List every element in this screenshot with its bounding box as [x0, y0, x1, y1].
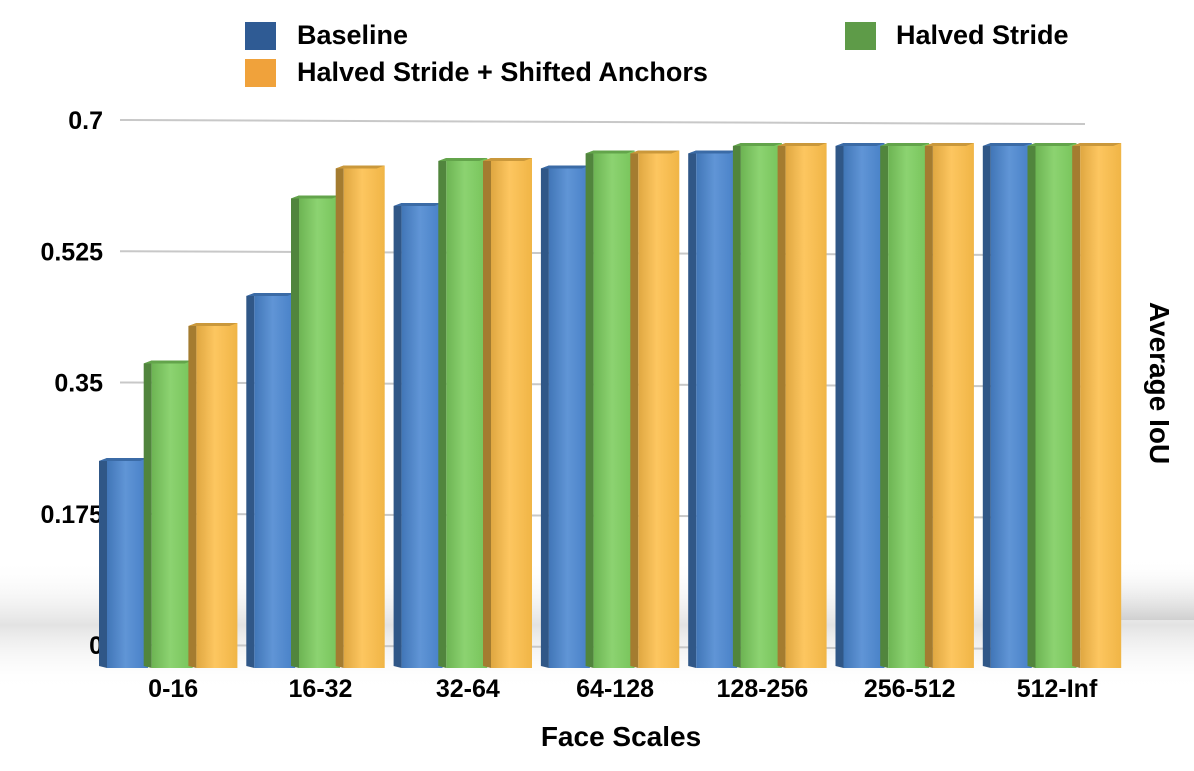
bar-halved-stride-shifted-anchors-64-128 — [630, 150, 680, 668]
x-tick-label: 0-16 — [148, 675, 198, 703]
legend-item-halved-stride: Halved Stride — [845, 20, 1069, 50]
gridline — [119, 119, 1086, 125]
legend-swatch — [245, 22, 276, 50]
bar-halved-stride-shifted-anchors-128-256 — [777, 143, 827, 668]
y-axis-title: Average IoU — [1144, 302, 1175, 464]
y-tick-label: 0.525 — [40, 238, 103, 266]
bar-halved-stride-shifted-anchors-16-32 — [335, 165, 385, 668]
legend-item-halved-stride-shifted-anchors: Halved Stride + Shifted Anchors — [245, 57, 708, 87]
legend-item-baseline: Baseline — [245, 20, 408, 50]
bar-halved-stride-shifted-anchors-32-64 — [483, 158, 532, 668]
y-tick-label: 0.175 — [40, 501, 103, 529]
bar-halved-stride-0-16 — [143, 360, 193, 668]
legend: Baseline Halved Stride Halved Stride + Shi… — [245, 20, 1069, 87]
bar-halved-stride-shifted-anchors-256-512 — [924, 143, 974, 668]
x-tick-label: 256-512 — [864, 675, 956, 703]
bar-baseline-64-128 — [540, 165, 590, 668]
bar-halved-stride-256-512 — [880, 143, 930, 668]
y-tick-label: 0.35 — [54, 370, 103, 398]
bar-baseline-256-512 — [835, 143, 885, 668]
legend-label: Baseline — [297, 20, 408, 50]
bar-halved-stride-16-32 — [291, 195, 340, 668]
x-tick-label: 32-64 — [436, 675, 500, 703]
legend-label: Halved Stride + Shifted Anchors — [297, 57, 708, 87]
legend-label: Halved Stride — [896, 20, 1069, 50]
x-tick-label: 512-Inf — [1017, 675, 1098, 703]
legend-swatch — [245, 59, 276, 87]
bar-baseline-128-256 — [688, 150, 738, 668]
bar-halved-stride-64-128 — [585, 150, 635, 668]
bar-baseline-16-32 — [246, 293, 296, 668]
bar-halved-stride-512-Inf — [1027, 143, 1077, 668]
y-tick-label: 0.7 — [68, 107, 103, 135]
bar-halved-stride-shifted-anchors-0-16 — [188, 323, 238, 668]
bar-halved-stride-32-64 — [438, 158, 488, 668]
x-tick-label: 16-32 — [289, 675, 353, 703]
x-tick-label: 128-256 — [717, 675, 809, 703]
x-axis-title: Face Scales — [541, 721, 701, 752]
legend-swatch — [845, 22, 876, 50]
bar-baseline-32-64 — [393, 203, 443, 668]
bars — [99, 143, 1122, 668]
bar-baseline-512-Inf — [982, 143, 1032, 668]
x-tick-label: 64-128 — [576, 675, 654, 703]
x-axis-ticks: 0-16 16-32 32-64 64-128 128-256 256-512 512-In… — [148, 675, 1098, 703]
bar-halved-stride-128-256 — [732, 143, 782, 668]
bar-halved-stride-shifted-anchors-512-Inf — [1072, 143, 1122, 668]
bar-baseline-0-16 — [99, 458, 148, 668]
